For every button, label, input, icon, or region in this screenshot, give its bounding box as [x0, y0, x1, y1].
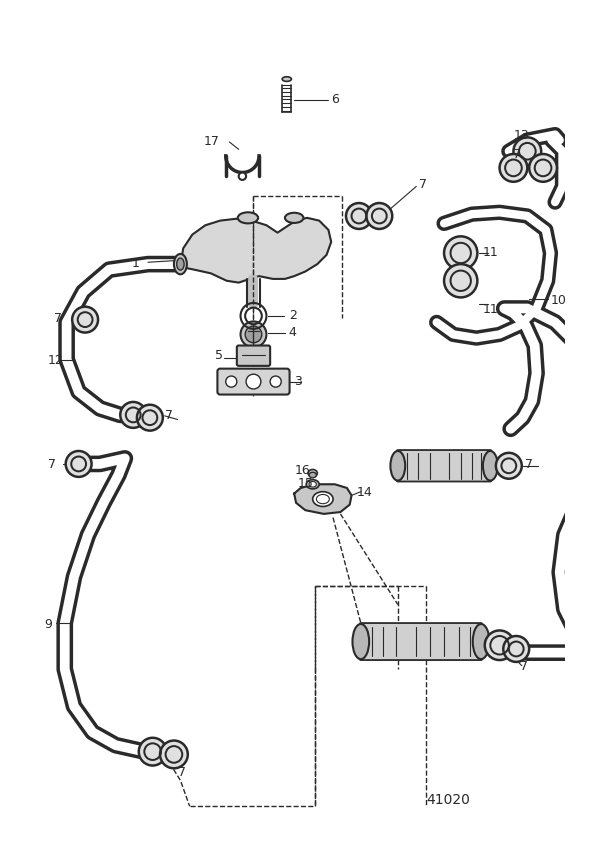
Text: 11: 11 [483, 246, 499, 258]
Text: 10: 10 [551, 293, 566, 306]
Ellipse shape [174, 255, 187, 275]
Polygon shape [294, 485, 351, 514]
Ellipse shape [483, 451, 498, 481]
FancyBboxPatch shape [397, 450, 491, 482]
Circle shape [72, 307, 98, 334]
Text: 2: 2 [288, 309, 296, 322]
Circle shape [225, 377, 237, 388]
Ellipse shape [238, 213, 258, 224]
Polygon shape [180, 218, 331, 283]
Ellipse shape [473, 624, 489, 659]
Text: 7: 7 [165, 409, 173, 422]
Circle shape [66, 451, 92, 478]
FancyBboxPatch shape [360, 624, 482, 660]
Circle shape [367, 204, 392, 229]
Ellipse shape [306, 480, 319, 490]
Circle shape [137, 405, 163, 431]
Circle shape [513, 138, 541, 166]
Text: 15: 15 [298, 476, 314, 490]
Text: 7: 7 [513, 148, 521, 160]
Circle shape [246, 374, 261, 390]
Text: 7: 7 [525, 458, 533, 471]
Ellipse shape [309, 473, 316, 479]
Circle shape [496, 453, 522, 479]
Text: 7: 7 [178, 764, 186, 778]
Circle shape [346, 204, 372, 229]
Ellipse shape [313, 492, 333, 507]
Ellipse shape [309, 482, 316, 487]
Ellipse shape [285, 213, 304, 223]
Circle shape [503, 636, 529, 662]
FancyBboxPatch shape [218, 369, 290, 395]
Text: 11: 11 [483, 303, 499, 316]
Text: 16: 16 [294, 463, 310, 477]
Circle shape [139, 738, 167, 766]
Text: 13: 13 [513, 129, 529, 142]
Text: 4: 4 [288, 326, 296, 339]
Text: 7: 7 [419, 178, 427, 191]
Circle shape [529, 155, 557, 183]
Ellipse shape [353, 624, 369, 659]
Text: 7: 7 [48, 458, 56, 471]
Ellipse shape [282, 78, 291, 82]
Circle shape [500, 155, 527, 183]
Text: 3: 3 [294, 374, 302, 388]
Circle shape [270, 377, 281, 388]
Circle shape [485, 630, 514, 660]
FancyBboxPatch shape [237, 346, 270, 367]
Circle shape [239, 173, 246, 181]
Text: 14: 14 [356, 485, 372, 499]
Circle shape [160, 740, 188, 769]
Text: 17: 17 [203, 135, 219, 148]
Text: 7: 7 [520, 659, 528, 672]
Text: 6: 6 [331, 93, 339, 106]
Text: 9: 9 [45, 617, 53, 630]
Text: 7: 7 [54, 312, 62, 325]
Text: 1: 1 [131, 257, 139, 270]
Circle shape [245, 327, 262, 344]
Circle shape [241, 322, 266, 348]
Ellipse shape [177, 258, 184, 270]
Text: 41020: 41020 [426, 792, 470, 806]
Ellipse shape [390, 451, 405, 481]
Circle shape [120, 403, 146, 428]
Circle shape [444, 237, 477, 270]
Circle shape [444, 264, 477, 298]
Text: 12: 12 [48, 353, 64, 367]
Text: 5: 5 [214, 349, 222, 362]
Ellipse shape [308, 470, 317, 478]
